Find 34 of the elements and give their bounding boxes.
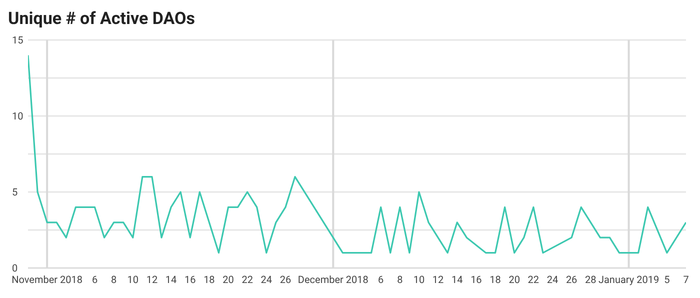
x-tick-label: 28 [585,275,597,286]
x-tick-label: 14 [452,275,464,286]
x-tick-label: 8 [397,275,404,286]
x-tick-label: 6 [378,275,384,286]
y-tick-label: 0 [12,264,18,275]
x-tick-label: 18 [490,275,502,286]
x-tick-label: 22 [528,275,540,286]
x-tick-label: 26 [566,275,578,286]
line-series [28,54,686,254]
x-tick-label: 5 [664,275,670,286]
x-tick-label: 12 [146,275,158,286]
x-tick-label: 22 [242,275,254,286]
x-tick-label: 10 [127,275,139,286]
chart-title: Unique # of Active DAOs [8,8,196,31]
x-tick-label: November 2018 [12,275,83,286]
x-tick-label: 8 [111,275,118,286]
y-tick-label: 15 [12,36,24,47]
x-tick-label: 26 [280,275,292,286]
y-tick-label: 5 [12,188,18,199]
x-tick-label: 20 [222,275,234,286]
x-tick-label: 24 [260,275,272,286]
x-tick-label: 14 [165,275,178,286]
x-tick-label: 12 [432,275,444,286]
x-tick-label: 6 [92,275,98,286]
x-tick-label: January 2019 [598,275,660,286]
y-tick-label: 10 [12,112,24,123]
x-tick-label: December 2018 [298,275,369,286]
x-tick-label: 16 [470,275,482,286]
x-tick-label: 16 [184,275,196,286]
x-tick-label: 10 [413,275,425,286]
x-tick-label: 7 [683,275,690,286]
x-tick-label: 24 [546,275,558,286]
x-tick-label: 20 [508,275,520,286]
x-tick-label: 18 [204,275,216,286]
